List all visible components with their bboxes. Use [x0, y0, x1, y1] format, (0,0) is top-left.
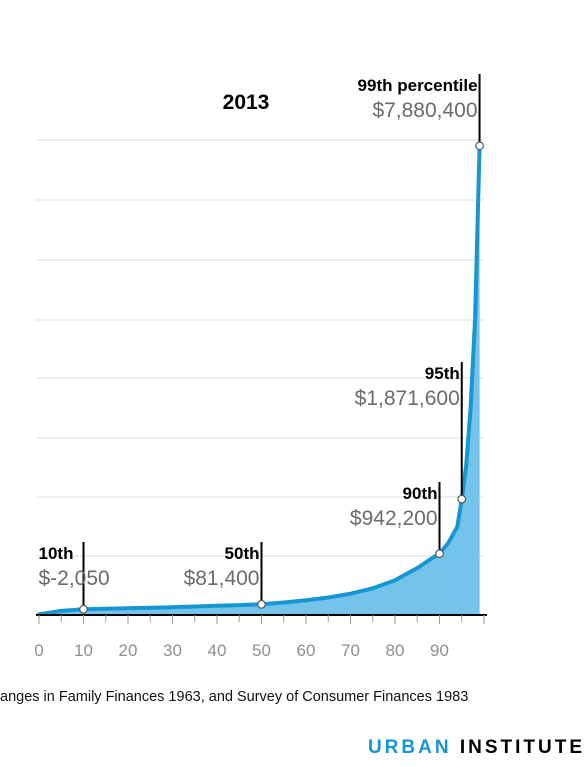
annotation-value-10: $-2,050 — [39, 567, 110, 590]
x-tick-label: 90 — [430, 641, 449, 660]
x-tick-label: 30 — [163, 641, 182, 660]
source-note: anges in Family Finances 1963, and Surve… — [0, 689, 469, 705]
annotation-value-99: $7,880,400 — [372, 99, 477, 122]
annotation-value-95: $1,871,600 — [355, 387, 460, 410]
brand-part-urban: URBAN — [367, 737, 452, 758]
annotation-label-50: 50th — [225, 544, 260, 563]
x-tick-label: 0 — [34, 641, 43, 660]
x-tick-label: 10 — [74, 641, 93, 660]
chart-title: 2013 — [223, 91, 270, 114]
x-tick-label: 70 — [341, 641, 360, 660]
area-fill — [39, 145, 480, 616]
annotation-marker-50 — [257, 599, 266, 609]
brand-part-institute: INSTITUTE — [459, 737, 585, 758]
chart: 0 10 20 30 40 50 60 70 80 90 2013 10th $-2,050 50th $8… — [34, 74, 487, 660]
annotation-value-90: $942,200 — [350, 507, 438, 530]
annotation-value-50: $81,400 — [184, 567, 260, 590]
x-tick-label: 50 — [252, 641, 271, 660]
annotation-label-99: 99th percentile — [358, 76, 478, 95]
annotation-label-90: 90th — [403, 484, 438, 503]
annotation-marker-90 — [435, 549, 444, 559]
annotation-marker-99 — [475, 141, 484, 151]
annotation-label-10: 10th — [39, 544, 74, 563]
annotation-marker-10 — [79, 604, 88, 614]
x-tick-label: 40 — [208, 641, 227, 660]
urban-institute-logo: URBAN INSTITUTE — [368, 737, 585, 759]
x-tick-label: 60 — [297, 641, 316, 660]
x-tick-label: 20 — [119, 641, 138, 660]
annotation-marker-95 — [457, 494, 467, 504]
series-line — [37, 143, 482, 617]
annotation-label-95: 95th — [425, 364, 460, 383]
x-tick-label: 80 — [386, 641, 405, 660]
